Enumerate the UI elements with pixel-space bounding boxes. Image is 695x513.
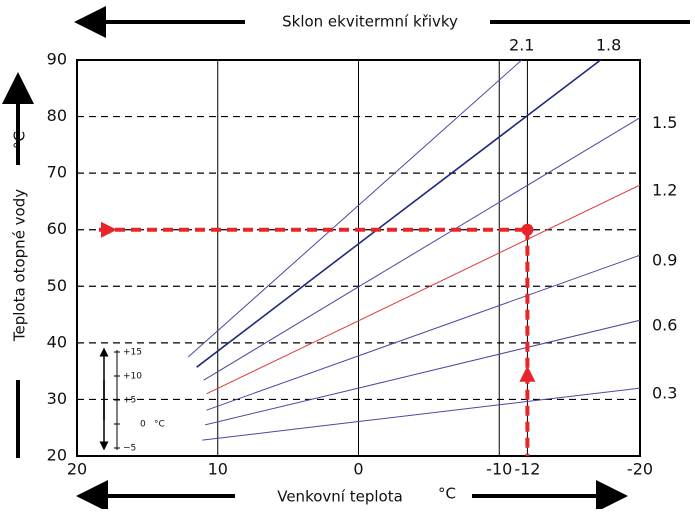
curve	[206, 254, 641, 411]
y-tick-label: 40	[47, 332, 67, 351]
x-tick-label: -20	[627, 460, 653, 479]
inset-label: 0	[140, 420, 146, 430]
legend-label: 1.8	[596, 36, 621, 55]
legend-label: 1.5	[652, 113, 677, 132]
y-tick-label: 50	[47, 276, 67, 295]
y-tick-label: 30	[47, 389, 67, 408]
inset-label: −5	[123, 444, 136, 454]
curve	[203, 117, 641, 381]
inset-unit: °C	[154, 420, 165, 430]
x-axis-unit: °C	[438, 485, 456, 503]
curve	[204, 319, 641, 426]
legend-label: 0.6	[652, 316, 677, 335]
y-tick-label: 90	[47, 50, 67, 69]
x-tick-label: -10	[486, 460, 512, 479]
curve	[206, 184, 641, 395]
curve	[187, 59, 523, 358]
operating-point	[521, 223, 534, 236]
guide-arrow	[519, 365, 536, 382]
y-axis-unit: °C	[11, 131, 29, 149]
guide-arrow	[101, 221, 117, 238]
curve	[196, 59, 602, 368]
curve	[202, 387, 641, 441]
inset-label: +15	[123, 348, 142, 358]
legend-label: 1.2	[652, 181, 677, 200]
x-axis-label: Venkovní teplota	[277, 488, 403, 506]
legend-label: 0.9	[652, 251, 677, 270]
x-tick-label: 20	[67, 460, 87, 479]
y-tick-label: 80	[47, 106, 67, 125]
plot-frame	[76, 59, 641, 457]
x-tick-label: 10	[208, 460, 228, 479]
y-tick-label: 70	[47, 163, 67, 182]
y-axis-label: Teplota otopné vody	[11, 189, 29, 342]
inset-label: +10	[123, 372, 142, 382]
x-tick-label: 0	[353, 460, 363, 479]
inset: +15 +10 +5 0 °C −5	[114, 348, 165, 454]
y-tick-label: 60	[47, 219, 67, 238]
x-tick-label: -12	[514, 460, 540, 479]
inset-label: +5	[123, 396, 136, 406]
legend-label: 2.1	[509, 36, 534, 55]
y-tick-label: 20	[47, 446, 67, 465]
legend-label: 0.3	[652, 384, 677, 403]
chart-title: Sklon ekvitermní křivky	[282, 13, 458, 31]
